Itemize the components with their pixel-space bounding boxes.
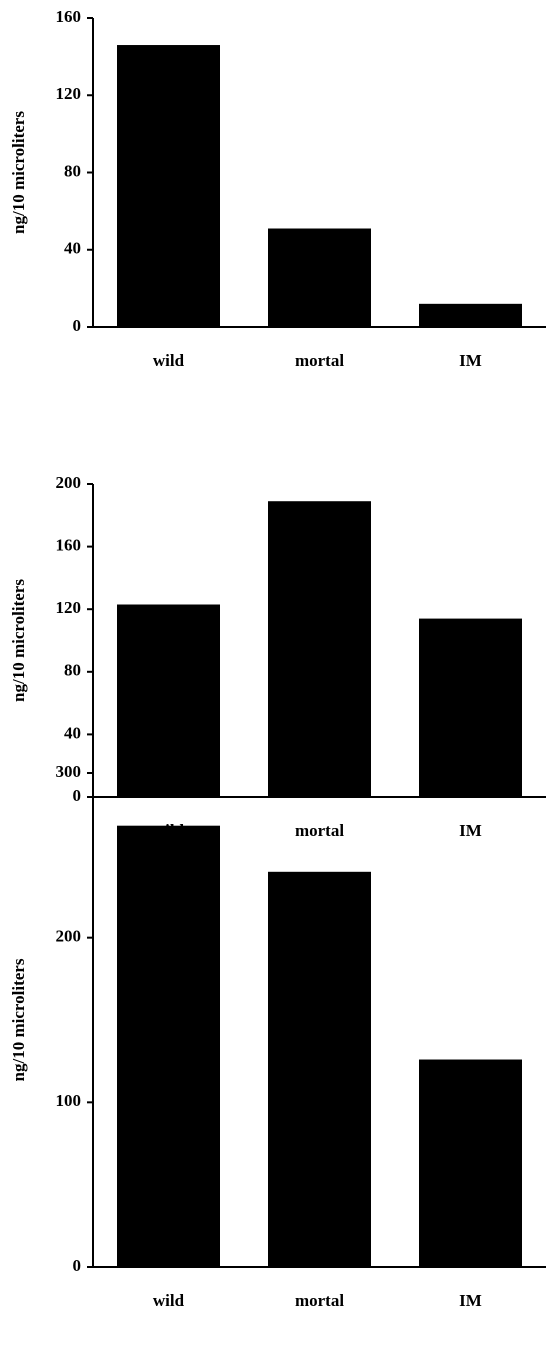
y-tick-label: 100 [56,1091,82,1110]
x-tick-label: IM [459,1291,482,1310]
x-tick-label: IM [459,351,482,370]
y-tick-label: 200 [56,927,82,946]
bar [419,304,522,327]
bar [419,619,522,797]
y-tick-label: 40 [64,723,81,742]
bar [117,826,220,1267]
y-tick-label: 80 [64,661,81,680]
y-tick-label: 0 [73,786,82,805]
x-tick-label: mortal [295,351,344,370]
bar [268,872,371,1267]
y-tick-label: 200 [56,473,82,492]
y-tick-label: 120 [56,598,82,617]
y-tick-label: 80 [64,161,81,180]
y-tick-label: 0 [73,316,82,335]
y-tick-label: 300 [56,762,82,781]
x-tick-label: wild [153,1291,185,1310]
y-axis-label: ng/10 microliters [9,111,28,234]
x-tick-label: wild [153,351,185,370]
y-axis-label: ng/10 microliters [9,579,28,702]
y-tick-label: 160 [56,536,82,555]
bar [419,1060,522,1267]
bar [268,501,371,797]
charts: 0 40 80 120 160 ng/10 microliters wild mortal IM… [0,0,546,1351]
y-tick-label: 160 [56,7,82,26]
x-tick-label: mortal [295,821,344,840]
y-tick-label: 120 [56,84,82,103]
bar [117,45,220,327]
y-axis-label: ng/10 microliters [9,958,28,1081]
bar [117,605,220,797]
y-tick-label: 40 [64,239,81,258]
x-tick-label: mortal [295,1291,344,1310]
x-tick-label: IM [459,821,482,840]
page: 0 40 80 120 160 ng/10 microliters wild mortal IM… [0,0,546,1351]
bar [268,229,371,327]
y-tick-label: 0 [73,1256,82,1275]
